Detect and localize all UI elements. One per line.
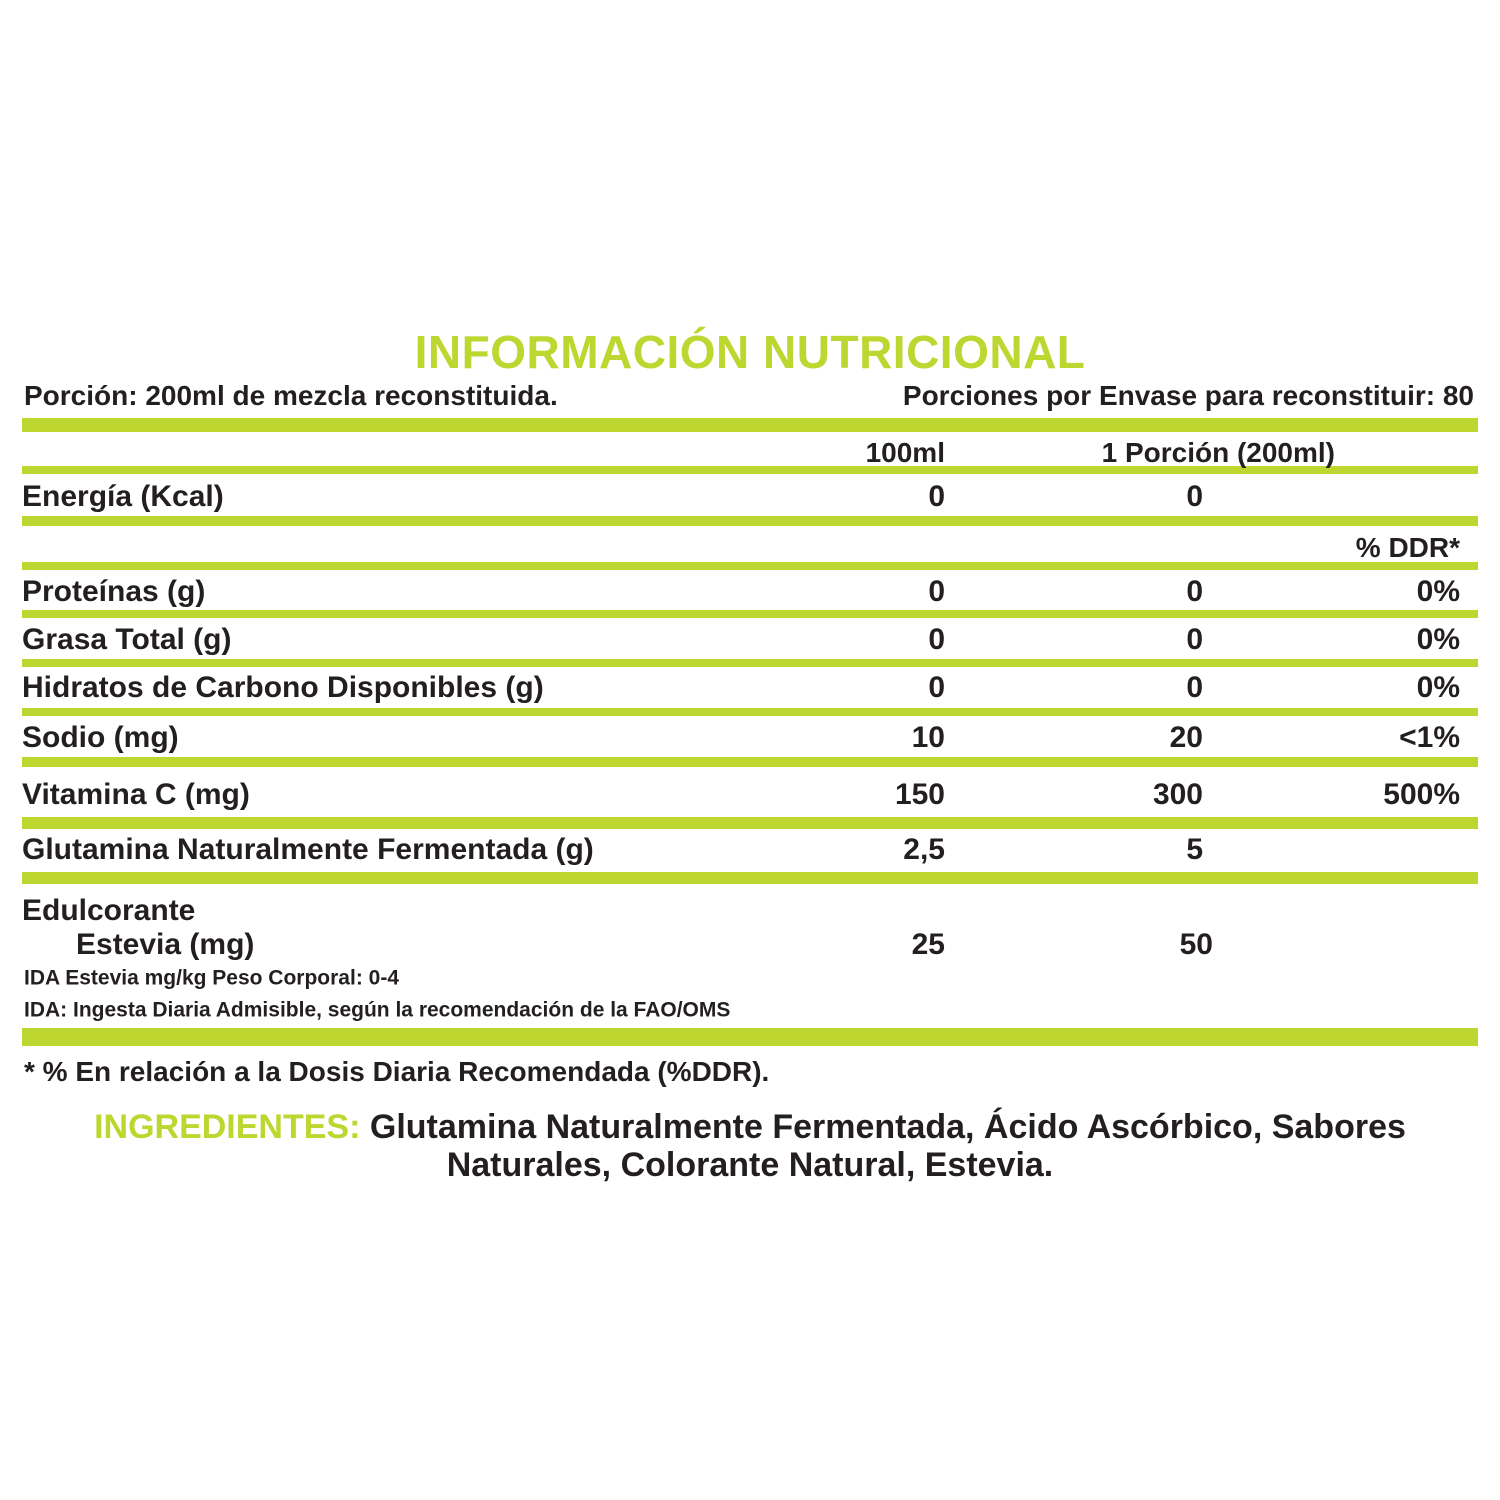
column-header: 100ml [865,437,945,468]
row-label: Hidratos de Carbono Disponibles (g) [22,671,544,704]
column-header: % DDR* [1355,532,1460,563]
row-value: 0 [928,623,945,656]
row-value: 0 [1186,575,1203,608]
divider [22,708,1478,716]
row-label: Energía (Kcal) [22,480,224,513]
row-label: Sodio (mg) [22,721,179,754]
title: INFORMACIÓN NUTRICIONAL [414,326,1086,378]
note: IDA Estevia mg/kg Peso Corporal: 0-4 [24,966,399,990]
divider [22,466,1478,474]
row-label: Glutamina Naturalmente Fermentada (g) [22,833,594,866]
divider [22,757,1478,767]
row-value: 0 [928,480,945,513]
divider [22,1028,1478,1046]
row-value: 2,5 [903,833,945,866]
row-value: 0 [928,671,945,704]
row-value: 5 [1186,833,1203,866]
footnote: * % En relación a la Dosis Diaria Recome… [24,1056,770,1087]
ingredients: INGREDIENTES: Glutamina Naturalmente Fer… [20,1108,1480,1184]
row-value: 25 [911,928,945,961]
row-value: 10 [911,721,945,754]
row-label: Grasa Total (g) [22,623,232,656]
note: IDA: Ingesta Diaria Admisible, según la … [24,998,731,1022]
divider [22,562,1478,570]
row-value: 0% [1416,623,1460,656]
row-value: 0 [928,575,945,608]
row-value: 20 [1169,721,1203,754]
ingredients-text: Glutamina Naturalmente Fermentada, Ácido… [369,1108,1406,1184]
ingredients-label: INGREDIENTES: [94,1108,361,1146]
row-label: Vitamina C (mg) [22,778,250,811]
row-value: <1% [1399,721,1460,754]
row-value: 50 [1179,928,1213,961]
serving-portion: Porción: 200ml de mezcla reconstituida. [24,380,558,411]
row-value: 0% [1416,575,1460,608]
divider [22,817,1478,829]
divider [22,418,1478,432]
divider [22,872,1478,884]
row-value: 0 [1186,671,1203,704]
row-value: 150 [894,778,945,811]
row-group: Edulcorante [22,894,196,927]
row-value: 0 [1186,623,1203,656]
row-label: Estevia (mg) [76,928,255,961]
row-value: 0% [1416,671,1460,704]
column-header: 1 Porción (200ml) [1101,437,1335,468]
divider [22,659,1478,667]
row-value: 0 [1186,480,1203,513]
divider [22,610,1478,618]
row-value: 500% [1383,778,1460,811]
row-label: Proteínas (g) [22,575,206,608]
row-value: 300 [1152,778,1203,811]
serving-per-package: Porciones por Envase para reconstituir: … [902,380,1474,411]
divider [22,516,1478,526]
